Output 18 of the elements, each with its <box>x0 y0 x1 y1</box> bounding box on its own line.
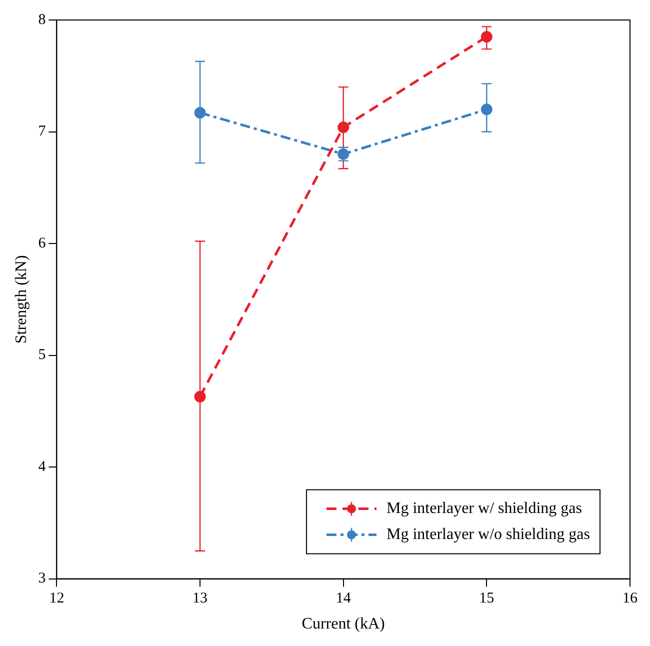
y-tick-label: 4 <box>38 458 46 475</box>
point <box>194 390 206 402</box>
y-tick-label: 8 <box>38 12 46 28</box>
x-tick-label: 14 <box>336 590 352 607</box>
legend-label: Mg interlayer w/o shielding gas <box>386 526 590 544</box>
x-tick-label: 16 <box>622 590 638 607</box>
y-tick-label: 7 <box>38 124 46 140</box>
y-tick-label: 3 <box>38 570 46 587</box>
x-tick-label: 12 <box>49 590 64 607</box>
x-tick-label: 13 <box>192 590 208 607</box>
point <box>194 107 206 119</box>
point <box>338 122 350 134</box>
x-axis-title: Current (kA) <box>302 616 385 633</box>
legend-label: Mg interlayer w/ shielding gas <box>386 500 582 518</box>
x-tick-label: 15 <box>479 590 494 607</box>
y-axis-title: Strength (kN) <box>12 255 30 344</box>
y-tick-label: 5 <box>38 347 46 364</box>
y-tick-label: 6 <box>38 235 46 252</box>
